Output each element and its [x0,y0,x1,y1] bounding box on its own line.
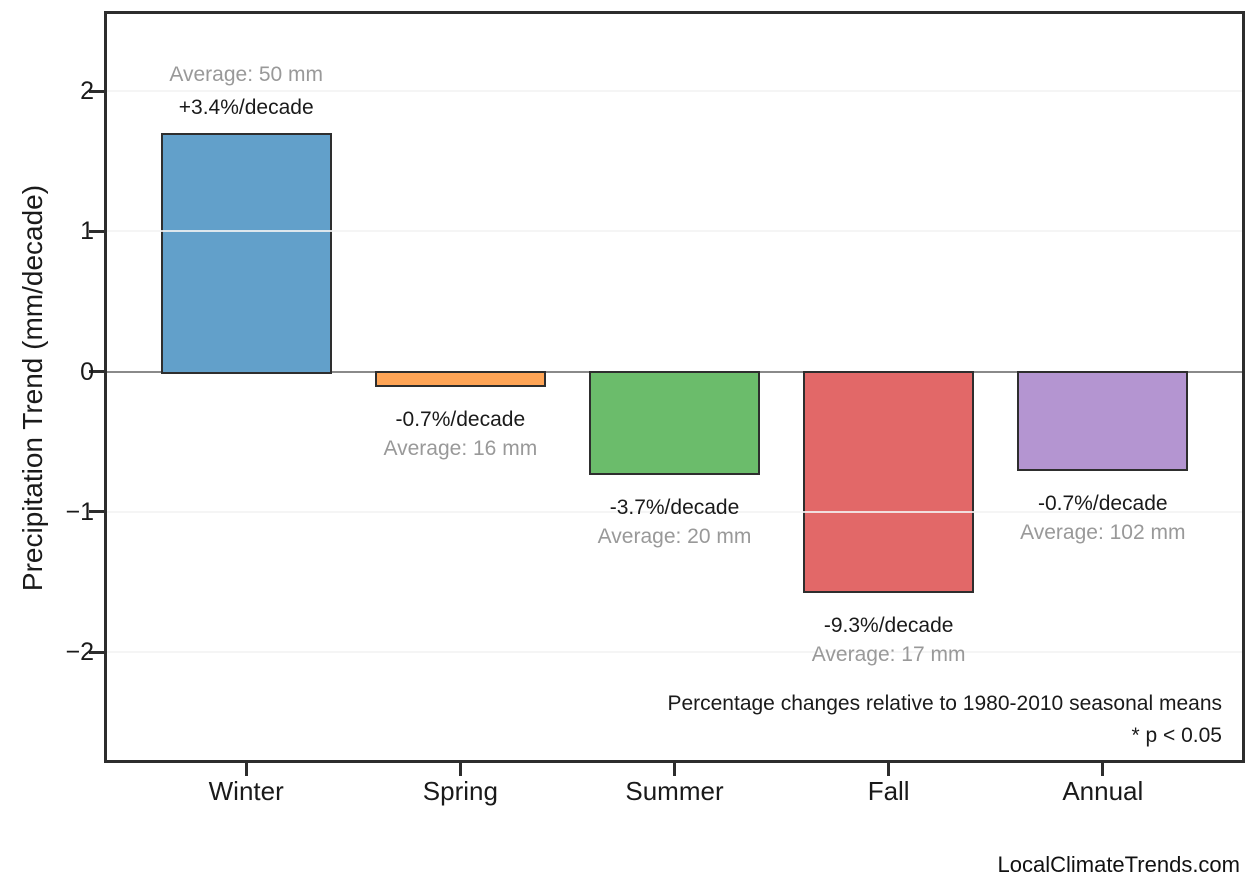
bar-label-pct-summer: -3.7%/decade [609,496,740,520]
x-axis-tick [673,763,676,776]
methodology-note: Percentage changes relative to 1980-2010… [667,692,1222,715]
x-tick-label-fall: Fall [867,776,910,806]
bar-fall [802,370,975,594]
x-tick-label-winter: Winter [208,776,284,806]
x-tick-label-annual: Annual [1062,776,1144,806]
bar-label-avg-fall: Average: 17 mm [811,643,966,667]
y-axis-tick [89,229,104,233]
bar-label-pct-spring: -0.7%/decade [395,408,526,431]
bar-spring [374,370,546,387]
y-axis-label: Precipitation Trend (mm/decade) [17,184,48,592]
y-tick-label: 2 [80,77,94,106]
bar-label-avg-winter: Average: 50 mm [169,63,324,87]
bar-summer [588,370,761,476]
bar-label-avg-summer: Average: 20 mm [597,525,752,549]
x-axis-tick [887,763,891,776]
y-tick-label: −2 [65,638,94,667]
gridline [107,651,1242,654]
y-axis-tick [89,650,104,654]
bar-label-pct-annual: -0.7%/decade [1038,492,1168,516]
y-tick-label: 0 [80,357,94,386]
significance-note: * p < 0.05 [1131,724,1223,747]
x-axis-tick [244,763,248,776]
y-tick-label: −1 [65,497,94,526]
gridline [107,90,1242,93]
y-tick-label: 1 [80,217,94,246]
watermark: LocalClimateTrends.com [997,852,1241,877]
bar-winter [160,133,332,374]
y-axis-tick [89,510,104,514]
chart-notes: Percentage changes relative to 1980-2010… [667,688,1222,752]
x-axis-tick [458,763,462,776]
y-axis-tick [89,89,104,93]
bar-label-avg-annual: Average: 102 mm [1020,521,1186,545]
plot-area: Percentage changes relative to 1980-2010… [107,14,1242,760]
gridline [107,230,1242,233]
bar-label-avg-spring: Average: 16 mm [383,437,538,460]
x-axis-tick [1101,763,1105,776]
gridline [107,510,1242,513]
y-axis-tick [89,370,104,374]
bar-annual [1017,370,1189,472]
x-tick-label-spring: Spring [422,776,498,806]
bar-label-pct-fall: -9.3%/decade [823,614,954,638]
x-tick-label-summer: Summer [625,776,724,806]
bar-label-pct-winter: +3.4%/decade [178,96,314,120]
